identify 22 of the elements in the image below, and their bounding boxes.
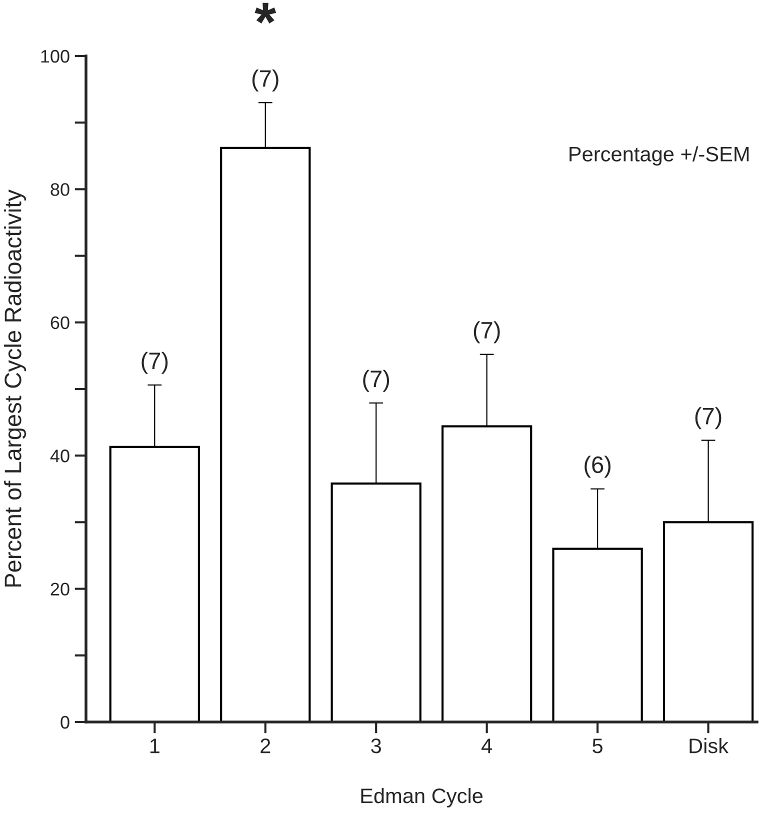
- y-tick-label: 60: [50, 316, 70, 330]
- x-tick-label: 3: [371, 738, 381, 754]
- annotation: (6): [584, 456, 611, 478]
- annotation: (7): [252, 70, 278, 92]
- annotation: (7): [474, 321, 500, 344]
- x-tick-label: 1: [150, 738, 160, 754]
- annotation: (7): [695, 407, 722, 430]
- x-tick-label: 5: [592, 738, 602, 754]
- text: *: [254, 2, 276, 24]
- annotation: (7): [142, 352, 168, 374]
- y-tick-label: 100: [41, 50, 70, 63]
- y-tick-label: 80: [50, 183, 70, 196]
- annotation: (7): [363, 370, 390, 392]
- x-tick-label: 2: [260, 738, 270, 754]
- x-axis-title: Edman Cycle: [361, 788, 483, 808]
- y-axis-title: Percent of Largest Cycle Radioactivity: [4, 190, 26, 587]
- annotation: Percentage +/-SEM: [570, 146, 749, 166]
- x-tick-label: Disk: [690, 738, 729, 754]
- y-tick-label: 0: [60, 716, 70, 729]
- y-tick-label: 40: [50, 450, 70, 462]
- x-tick-label: 4: [482, 738, 492, 754]
- y-tick-label: 20: [50, 582, 70, 596]
